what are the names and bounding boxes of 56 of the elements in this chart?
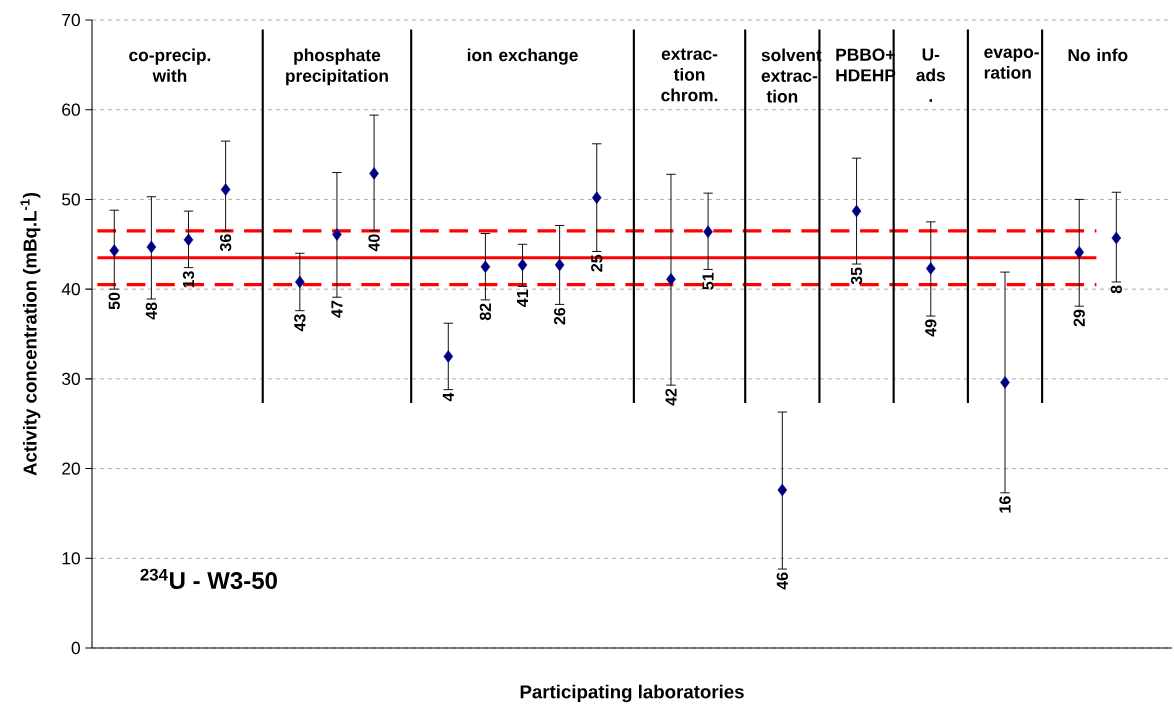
y-tick-label: 60 — [62, 103, 80, 116]
point — [851, 204, 862, 218]
x-tick-label: 41 — [517, 289, 529, 307]
point — [369, 167, 379, 180]
annotation: evapo-ration — [984, 48, 1039, 79]
x-tick-label: 35 — [850, 267, 863, 285]
x-tick-label: 16 — [999, 496, 1011, 513]
x-tick-label: 47 — [331, 300, 343, 318]
annotation: ion exchange — [467, 48, 578, 65]
point — [591, 191, 602, 204]
y-tick-label: 20 — [62, 462, 80, 475]
x-tick-label: 46 — [776, 572, 788, 590]
y-tick-label: 50 — [62, 193, 80, 206]
annotation: U-ads . — [916, 48, 945, 102]
y-tick-label: 0 — [71, 641, 80, 655]
annotation: extrac-tion chrom. — [661, 48, 718, 102]
point — [703, 225, 713, 238]
x-tick-label: 36 — [219, 234, 232, 252]
x-tick-label: 29 — [1073, 309, 1085, 327]
y-tick-label: 30 — [62, 372, 80, 385]
y-axis-title: Activity concentration (mBq.L$^{-1}$) — [20, 192, 41, 476]
point — [517, 258, 528, 272]
point — [480, 260, 491, 273]
point — [1074, 246, 1084, 259]
point — [926, 262, 936, 275]
point — [183, 233, 194, 247]
x-tick-label: 4 — [442, 392, 454, 402]
annotation: phosphate precipitation — [286, 48, 388, 86]
x-tick-label: 50 — [108, 292, 120, 310]
x-tick-label: 82 — [479, 303, 492, 321]
point — [332, 228, 342, 241]
point — [295, 275, 305, 289]
y-tick-label: 10 — [62, 552, 80, 565]
point — [109, 244, 120, 257]
x-tick-label: 26 — [553, 307, 566, 325]
x-tick-label: 42 — [665, 388, 677, 406]
x-axis-title: Participating laboratories — [520, 684, 744, 703]
annotation: co-precip. with — [129, 48, 211, 82]
point — [146, 240, 157, 254]
annotation: $^{234}$U - W3-50 — [140, 568, 277, 590]
x-tick-label: 13 — [182, 271, 195, 288]
x-tick-label: 51 — [702, 272, 714, 290]
x-tick-label: 48 — [145, 302, 158, 320]
point — [666, 273, 676, 286]
y-tick-label: 70 — [62, 13, 80, 27]
point — [1000, 376, 1010, 389]
point — [554, 258, 565, 272]
point — [777, 483, 788, 497]
point — [1111, 231, 1122, 245]
x-tick-label: 43 — [294, 314, 306, 332]
point — [443, 350, 454, 363]
x-tick-label: 49 — [925, 319, 937, 337]
x-tick-label: 25 — [591, 254, 603, 272]
annotation: No info — [1068, 48, 1128, 62]
point — [220, 183, 231, 196]
x-tick-label: 8 — [1110, 285, 1122, 294]
